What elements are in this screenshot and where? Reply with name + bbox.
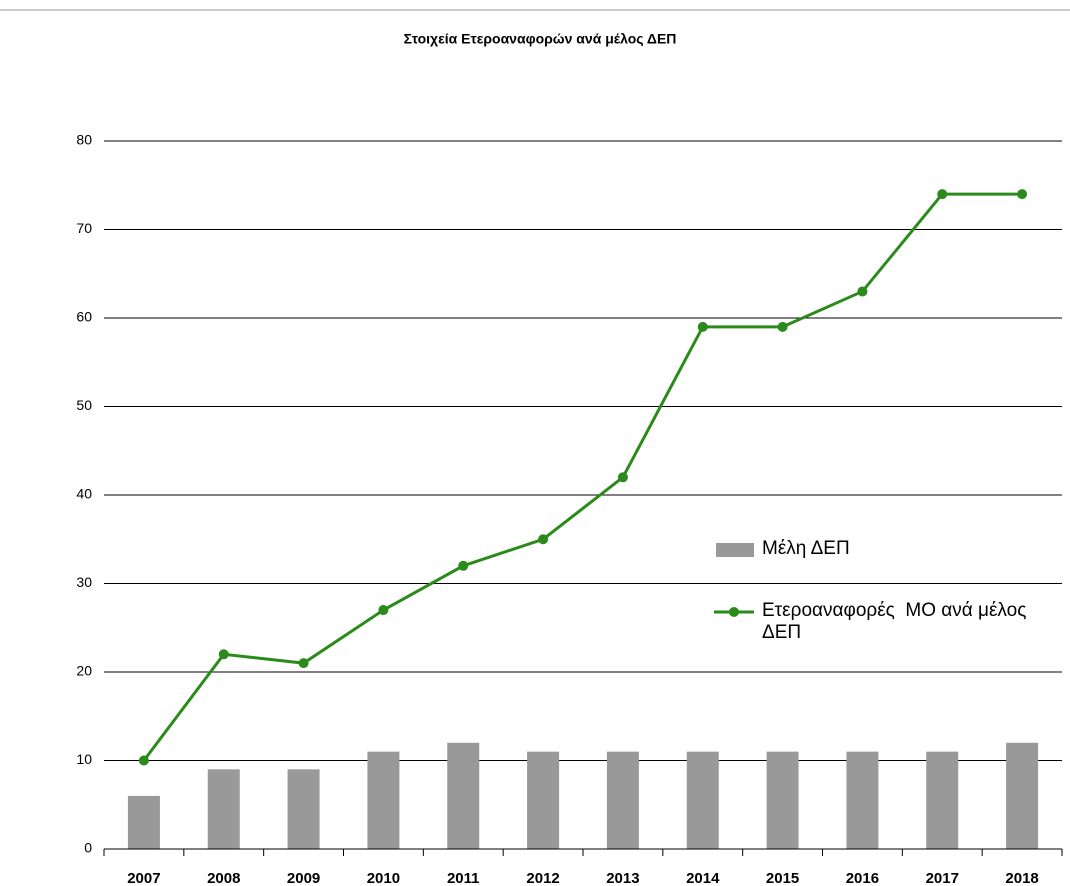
x-tick-label: 2012 [526,870,559,886]
y-tick-label: 50 [76,397,92,413]
bar [367,751,400,849]
bar [686,751,719,849]
line-point [138,755,149,766]
x-tick-label: 2018 [1005,870,1038,886]
line-point [777,321,788,332]
line-point [697,321,708,332]
bar [926,751,959,849]
x-tick-label: 2007 [127,870,160,886]
legend-swatch [716,543,754,557]
legend-entry: Μέλη ΔΕΠ [714,538,1064,562]
bar [207,769,240,849]
y-tick-label: 40 [76,486,92,502]
bar [606,751,639,849]
y-tick-label: 20 [76,663,92,679]
legend-swatch [714,607,754,617]
y-tick-label: 70 [76,220,92,236]
line-point [857,286,868,297]
x-tick-label: 2016 [846,870,879,886]
bar [127,795,160,849]
x-tick-label: 2010 [367,870,400,886]
line-point [617,472,628,483]
y-tick-label: 0 [84,840,92,856]
legend-label: Μέλη ΔΕΠ [762,538,850,559]
line-point [937,189,948,200]
y-tick-label: 60 [76,309,92,325]
y-tick-label: 30 [76,574,92,590]
x-tick-label: 2009 [287,870,320,886]
line-point [458,560,469,571]
x-tick-label: 2013 [606,870,639,886]
x-tick-label: 2011 [447,870,480,886]
x-tick-label: 2014 [686,870,720,886]
y-tick-label: 80 [76,132,92,148]
line-point [218,649,229,660]
line-point [538,534,549,545]
x-tick-label: 2015 [766,870,799,886]
legend-label: Ετεροαναφορές ΜΟ ανά μέλος ΔΕΠ [762,600,1031,643]
bar [527,751,560,849]
chart-title: Στοιχεία Ετεροαναφορών ανά μέλος ΔΕΠ [404,31,677,47]
bar [846,751,879,849]
bar [447,742,480,849]
y-tick-label: 10 [76,751,92,767]
x-tick-label: 2008 [207,870,240,886]
line-point [378,605,389,616]
bar [766,751,799,849]
legend-entry: Ετεροαναφορές ΜΟ ανά μέλος ΔΕΠ [714,600,1064,644]
line [142,192,1023,762]
x-tick-label: 2017 [926,870,959,886]
line-point [1017,189,1028,200]
line-point [298,658,309,669]
bar [287,769,320,849]
bar [1006,742,1039,849]
